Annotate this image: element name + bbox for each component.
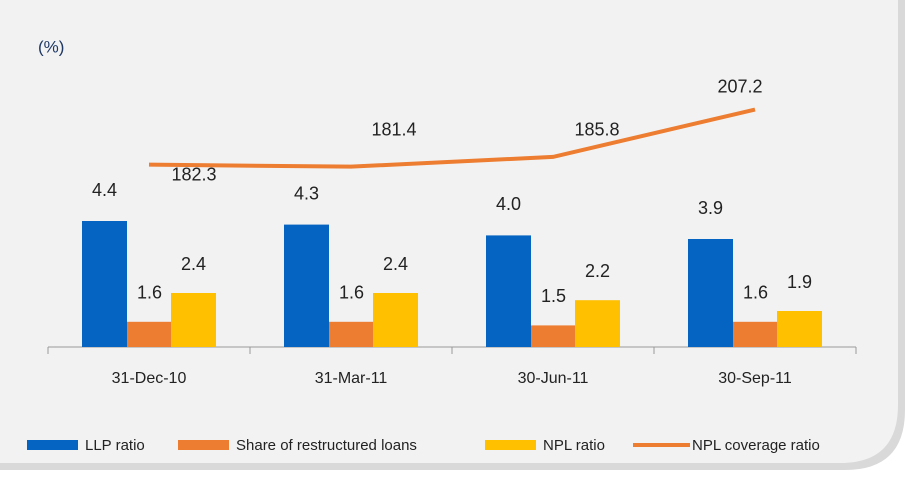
data-label: 1.5: [541, 286, 566, 306]
bar: [486, 235, 531, 347]
data-label: 2.2: [585, 261, 610, 281]
bar: [171, 293, 216, 347]
bar: [329, 321, 374, 347]
data-label: 3.9: [698, 198, 723, 218]
data-label: 1.6: [743, 283, 768, 303]
bar: [575, 300, 620, 347]
bar: [373, 293, 418, 347]
legend-label: NPL coverage ratio: [692, 437, 820, 454]
unit-label: (%): [38, 37, 64, 56]
data-label: 4.3: [294, 183, 319, 203]
line-label: 207.2: [717, 76, 762, 96]
data-label: 2.4: [383, 254, 408, 274]
legend-swatch: [27, 440, 78, 450]
data-label: 1.6: [339, 283, 364, 303]
legend-swatch: [485, 440, 536, 450]
data-label: 2.4: [181, 254, 206, 274]
legend-label: LLP ratio: [85, 437, 145, 454]
legend-label: Share of restructured loans: [236, 437, 417, 454]
x-tick-label: 31-Dec-10: [112, 370, 187, 387]
panel: [0, 0, 898, 463]
line-label: 185.8: [574, 120, 619, 140]
line-label: 182.3: [171, 164, 216, 184]
data-label: 4.4: [92, 180, 117, 200]
data-label: 1.6: [137, 283, 162, 303]
bar: [688, 239, 733, 347]
data-label: 1.9: [787, 272, 812, 292]
data-label: 4.0: [496, 194, 521, 214]
bar: [733, 321, 778, 347]
bar: [284, 224, 329, 347]
bar: [127, 321, 172, 347]
legend-label: NPL ratio: [543, 437, 605, 454]
bar: [531, 325, 576, 347]
bar: [777, 311, 822, 347]
bar: [82, 221, 127, 347]
legend-swatch: [178, 440, 229, 450]
line-label: 181.4: [371, 119, 416, 139]
x-tick-label: 30-Sep-11: [718, 370, 792, 387]
x-tick-label: 31-Mar-11: [315, 370, 388, 387]
line: [148, 107, 756, 169]
x-tick-label: 30-Jun-11: [518, 370, 589, 387]
